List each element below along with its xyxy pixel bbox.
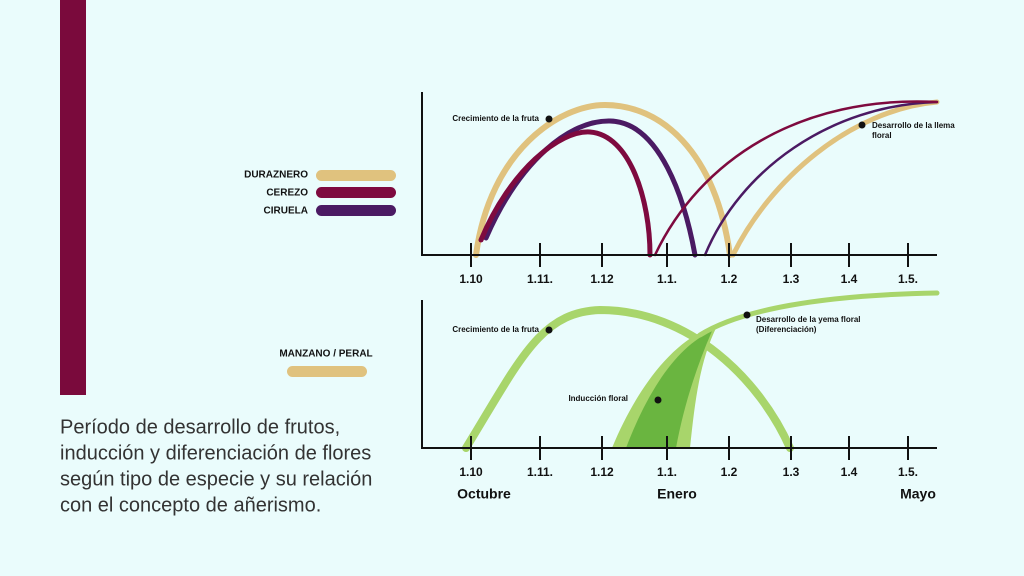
curve [478, 129, 653, 258]
x-tick-label: 1.12 [590, 465, 614, 479]
annotation: Desarrollo de la llema [872, 121, 955, 130]
marker [545, 115, 553, 123]
x-tick-label: 1.2 [721, 272, 738, 286]
x-tick-label: 1.10 [459, 272, 483, 286]
x-tick-label: 1.11. [527, 465, 553, 479]
month-label: Octubre [457, 486, 511, 502]
x-tick-label: 1.5. [898, 465, 918, 479]
annotation: Crecimiento de la fruta [452, 325, 539, 334]
top-chart: Crecimiento de la fruta Desarrollo de la… [421, 92, 955, 258]
x-tick-label: 1.1. [657, 465, 677, 479]
marker [654, 396, 662, 404]
marker [743, 311, 751, 319]
annotation: Crecimiento de la fruta [452, 114, 539, 123]
annotation: Desarrollo de la yema floral [756, 315, 861, 324]
bottom-chart: Crecimiento de la fruta Desarrollo de la… [421, 290, 940, 452]
legend-label: CIRUELA [264, 206, 308, 217]
caption-line: Período de desarrollo de frutos, [60, 416, 340, 438]
x-tick-label: 1.1. [657, 272, 677, 286]
legend-label: DURAZNERO [244, 170, 308, 181]
x-tick-label: 1.4 [841, 465, 858, 479]
legend-swatch [287, 366, 367, 377]
wedge [626, 331, 712, 448]
x-tick-label: 1.2 [721, 465, 738, 479]
marker [545, 326, 553, 334]
axis [421, 300, 937, 449]
x-tick-label: 1.10 [459, 465, 483, 479]
curve [703, 100, 939, 257]
annotation: Inducción floral [568, 394, 628, 403]
curve [483, 118, 698, 258]
annotation: (Diferenciación) [756, 325, 817, 334]
x-tick-label: 1.5. [898, 272, 918, 286]
annotation: floral [872, 131, 892, 140]
axis [421, 92, 937, 256]
accent-bar [60, 0, 86, 395]
curve [473, 101, 733, 258]
marker [858, 121, 866, 129]
curve [653, 100, 939, 257]
x-tick-label: 1.11. [527, 272, 553, 286]
curve [462, 305, 794, 452]
curve [697, 290, 940, 338]
caption-line: con el concepto de añerismo. [60, 494, 321, 516]
caption-line: inducción y diferenciación de flores [60, 442, 371, 464]
x-tick-label: 1.3 [783, 272, 800, 286]
legend-label: MANZANO / PERAL [279, 349, 372, 360]
caption-line: según tipo de especie y su relación [60, 468, 372, 490]
x-tick-label: 1.4 [841, 272, 858, 286]
legend-swatch [316, 205, 396, 216]
x-tick-label: 1.3 [783, 465, 800, 479]
month-label: Mayo [900, 486, 936, 502]
legend-swatch [316, 170, 396, 181]
legend-swatch [316, 187, 396, 198]
x-tick-label: 1.12 [590, 272, 614, 286]
curve [730, 99, 940, 258]
month-label: Enero [657, 486, 697, 502]
legend-label: CEREZO [266, 188, 308, 199]
